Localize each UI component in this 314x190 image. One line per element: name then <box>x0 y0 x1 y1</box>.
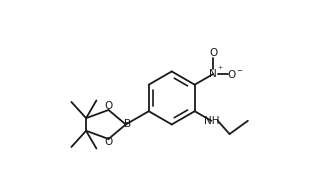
Text: O: O <box>104 138 113 147</box>
Text: O: O <box>209 48 217 59</box>
Text: O: O <box>104 101 113 112</box>
Text: NH: NH <box>203 116 219 126</box>
Text: B: B <box>124 120 131 129</box>
Text: N: N <box>209 69 217 79</box>
Text: $^+$: $^+$ <box>216 64 224 73</box>
Text: O$^-$: O$^-$ <box>227 68 244 80</box>
